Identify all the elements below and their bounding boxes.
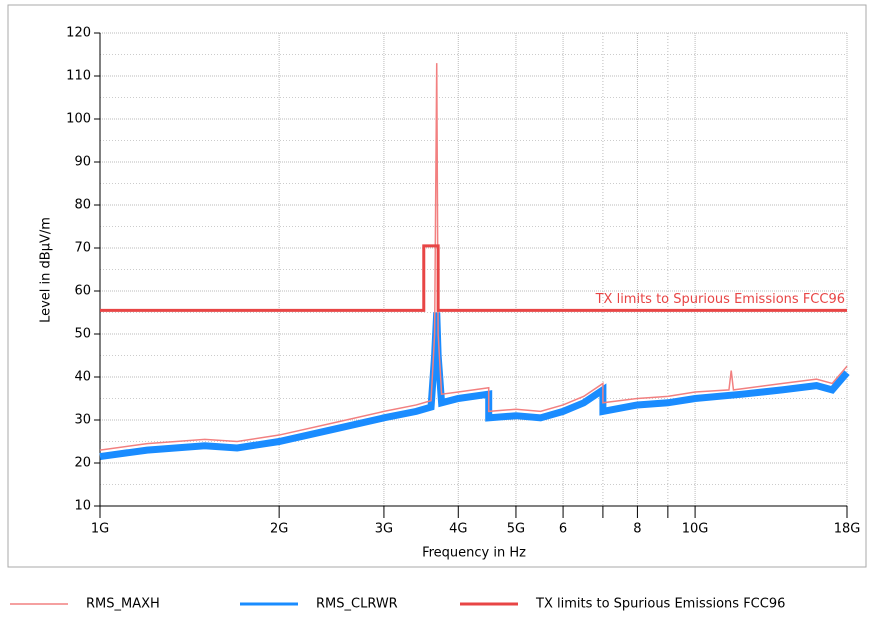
x-tick-label: 4G [449, 522, 467, 537]
x-tick-label: 5G [507, 522, 525, 537]
y-tick-label: 110 [66, 69, 91, 84]
x-axis-title: Frequency in Hz [422, 546, 526, 561]
y-tick-label: 20 [74, 456, 91, 471]
x-tick-label: 3G [375, 522, 393, 537]
y-tick-label: 40 [74, 370, 91, 385]
y-tick-label: 30 [74, 413, 91, 428]
y-tick-label: 80 [74, 198, 91, 213]
x-tick-label: 8 [633, 522, 641, 537]
x-tick-label: 18G [834, 522, 861, 537]
y-tick-label: 70 [74, 241, 91, 256]
x-tick-label: 6 [559, 522, 567, 537]
y-tick-label: 60 [74, 284, 91, 299]
y-tick-label: 90 [74, 155, 91, 170]
x-tick-label: 1G [91, 522, 109, 537]
x-tick-label: 2G [270, 522, 288, 537]
legend-label: RMS_CLRWR [316, 597, 398, 612]
y-tick-label: 50 [74, 327, 91, 342]
annotation: TX limits to Spurious Emissions FCC96 [595, 292, 845, 307]
x-tick-label: 10G [682, 522, 709, 537]
series-line [100, 244, 847, 312]
y-tick-label: 100 [66, 112, 91, 127]
y-tick-label: 10 [74, 499, 91, 514]
y-tick-label: 120 [66, 26, 91, 41]
series-line [99, 63, 848, 451]
y-axis-title: Level in dBµV/m [39, 217, 54, 323]
legend-label: TX limits to Spurious Emissions FCC96 [535, 597, 785, 612]
legend-label: RMS_MAXH [86, 597, 160, 612]
